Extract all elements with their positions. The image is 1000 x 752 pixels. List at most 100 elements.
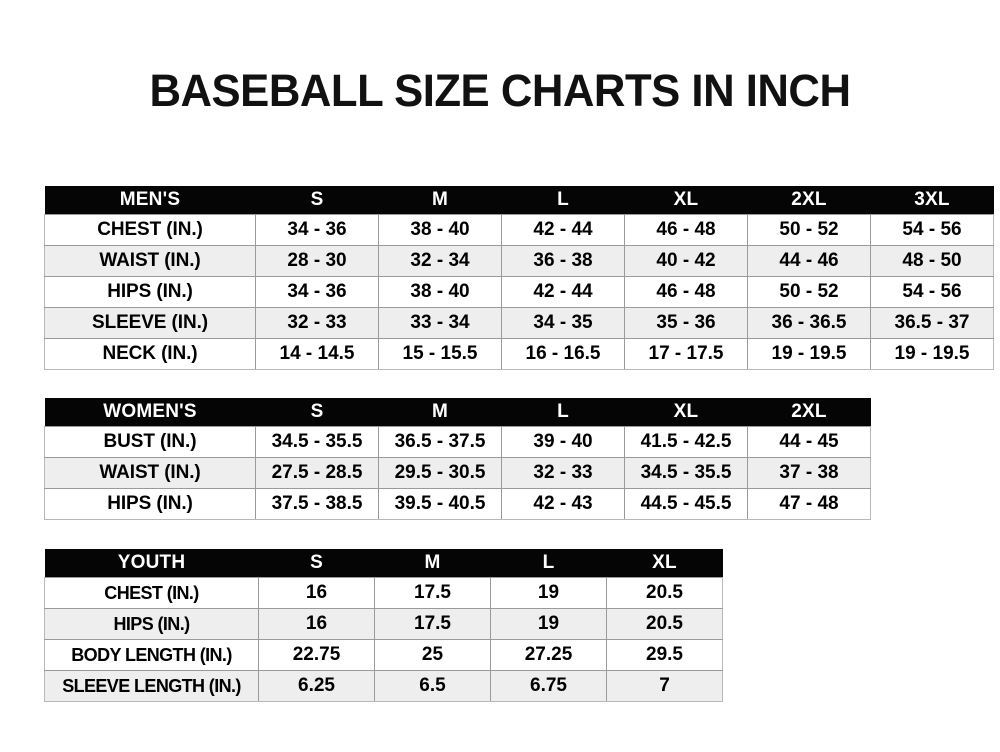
table-cell: 54 - 56 (870, 214, 994, 246)
table-row: SLEEVE LENGTH (IN.) 6.25 6.5 6.75 7 (44, 670, 723, 702)
table-cell: 33 - 34 (378, 307, 502, 339)
table-cell: 16 (258, 608, 375, 640)
table-cell: 32 - 33 (501, 457, 625, 489)
table-cell: 50 - 52 (747, 214, 871, 246)
womens-table-body: BUST (IN.) 34.5 - 35.5 36.5 - 37.5 39 - … (44, 426, 871, 520)
table-cell: 25 (374, 639, 491, 671)
row-label: HIPS (IN.) (44, 276, 256, 308)
table-cell: 19 (490, 577, 607, 609)
table-cell: 34 - 35 (501, 307, 625, 339)
table-cell: 27.5 - 28.5 (255, 457, 379, 489)
table-cell: 6.75 (490, 670, 607, 702)
table-row: CHEST (IN.) 34 - 36 38 - 40 42 - 44 46 -… (44, 214, 994, 246)
mens-size-table: MEN'S S M L XL 2XL 3XL CHEST (IN.) 34 - … (44, 186, 994, 370)
row-label: WAIST (IN.) (44, 245, 256, 277)
table-cell: 36.5 - 37 (870, 307, 994, 339)
table-cell: 38 - 40 (378, 214, 502, 246)
table-cell: 6.5 (374, 670, 491, 702)
page-title: BASEBALL SIZE CHARTS IN INCH (149, 65, 851, 116)
table-row: BODY LENGTH (IN.) 22.75 25 27.25 29.5 (44, 639, 723, 671)
table-cell: 34.5 - 35.5 (624, 457, 748, 489)
row-label: NECK (IN.) (44, 338, 256, 370)
mens-header-size-2xl: 2XL (747, 186, 871, 215)
womens-table-head: WOMEN'S S M L XL 2XL (44, 398, 871, 427)
table-cell: 17 - 17.5 (624, 338, 748, 370)
table-cell: 42 - 44 (501, 276, 625, 308)
table-cell: 7 (606, 670, 723, 702)
table-cell: 34 - 36 (255, 276, 379, 308)
womens-header-row: WOMEN'S S M L XL 2XL (44, 398, 871, 427)
table-cell: 44 - 46 (747, 245, 871, 277)
table-cell: 16 - 16.5 (501, 338, 625, 370)
table-cell: 42 - 43 (501, 488, 625, 520)
table-cell: 19 - 19.5 (870, 338, 994, 370)
table-cell: 32 - 33 (255, 307, 379, 339)
table-cell: 20.5 (606, 608, 723, 640)
table-cell: 37.5 - 38.5 (255, 488, 379, 520)
row-label: CHEST (IN.) (44, 577, 259, 609)
table-cell: 35 - 36 (624, 307, 748, 339)
table-cell: 17.5 (374, 577, 491, 609)
womens-header-size-2xl: 2XL (747, 398, 871, 427)
table-cell: 54 - 56 (870, 276, 994, 308)
table-cell: 29.5 (606, 639, 723, 671)
table-cell: 17.5 (374, 608, 491, 640)
table-cell: 15 - 15.5 (378, 338, 502, 370)
table-cell: 22.75 (258, 639, 375, 671)
table-cell: 46 - 48 (624, 214, 748, 246)
womens-header-size-l: L (501, 398, 625, 427)
table-cell: 39 - 40 (501, 426, 625, 458)
table-cell: 48 - 50 (870, 245, 994, 277)
table-row: SLEEVE (IN.) 32 - 33 33 - 34 34 - 35 35 … (44, 307, 994, 339)
mens-table-head: MEN'S S M L XL 2XL 3XL (44, 186, 994, 215)
womens-header-size-s: S (255, 398, 379, 427)
youth-size-table: YOUTH S M L XL CHEST (IN.) 16 17.5 19 20… (44, 549, 723, 702)
table-cell: 39.5 - 40.5 (378, 488, 502, 520)
table-cell: 14 - 14.5 (255, 338, 379, 370)
row-label: BODY LENGTH (IN.) (44, 639, 259, 671)
mens-header-row: MEN'S S M L XL 2XL 3XL (44, 186, 994, 215)
youth-header-row: YOUTH S M L XL (44, 549, 723, 578)
table-row: HIPS (IN.) 16 17.5 19 20.5 (44, 608, 723, 640)
mens-header-size-m: M (378, 186, 502, 215)
row-label: HIPS (IN.) (44, 608, 259, 640)
table-cell: 19 - 19.5 (747, 338, 871, 370)
mens-corner-label: MEN'S (44, 186, 256, 215)
table-cell: 16 (258, 577, 375, 609)
table-cell: 34.5 - 35.5 (255, 426, 379, 458)
mens-header-size-3xl: 3XL (870, 186, 994, 215)
row-label: WAIST (IN.) (44, 457, 256, 489)
womens-size-table: WOMEN'S S M L XL 2XL BUST (IN.) 34.5 - 3… (44, 398, 871, 520)
table-cell: 34 - 36 (255, 214, 379, 246)
table-cell: 38 - 40 (378, 276, 502, 308)
table-cell: 37 - 38 (747, 457, 871, 489)
table-cell: 19 (490, 608, 607, 640)
table-cell: 44 - 45 (747, 426, 871, 458)
mens-header-size-s: S (255, 186, 379, 215)
womens-corner-label: WOMEN'S (44, 398, 256, 427)
table-row: HIPS (IN.) 34 - 36 38 - 40 42 - 44 46 - … (44, 276, 994, 308)
table-cell: 28 - 30 (255, 245, 379, 277)
table-cell: 36 - 38 (501, 245, 625, 277)
table-cell: 29.5 - 30.5 (378, 457, 502, 489)
table-cell: 44.5 - 45.5 (624, 488, 748, 520)
table-row: WAIST (IN.) 27.5 - 28.5 29.5 - 30.5 32 -… (44, 457, 871, 489)
youth-table-body: CHEST (IN.) 16 17.5 19 20.5 HIPS (IN.) 1… (44, 577, 723, 702)
table-cell: 32 - 34 (378, 245, 502, 277)
table-cell: 27.25 (490, 639, 607, 671)
row-label: CHEST (IN.) (44, 214, 256, 246)
table-row: BUST (IN.) 34.5 - 35.5 36.5 - 37.5 39 - … (44, 426, 871, 458)
youth-header-size-xl: XL (606, 549, 723, 578)
row-label: SLEEVE (IN.) (44, 307, 256, 339)
youth-table-head: YOUTH S M L XL (44, 549, 723, 578)
table-cell: 36.5 - 37.5 (378, 426, 502, 458)
row-label: BUST (IN.) (44, 426, 256, 458)
table-row: HIPS (IN.) 37.5 - 38.5 39.5 - 40.5 42 - … (44, 488, 871, 520)
youth-header-size-m: M (374, 549, 491, 578)
mens-header-size-l: L (501, 186, 625, 215)
table-cell: 46 - 48 (624, 276, 748, 308)
table-cell: 36 - 36.5 (747, 307, 871, 339)
table-row: NECK (IN.) 14 - 14.5 15 - 15.5 16 - 16.5… (44, 338, 994, 370)
womens-header-size-m: M (378, 398, 502, 427)
womens-header-size-xl: XL (624, 398, 748, 427)
